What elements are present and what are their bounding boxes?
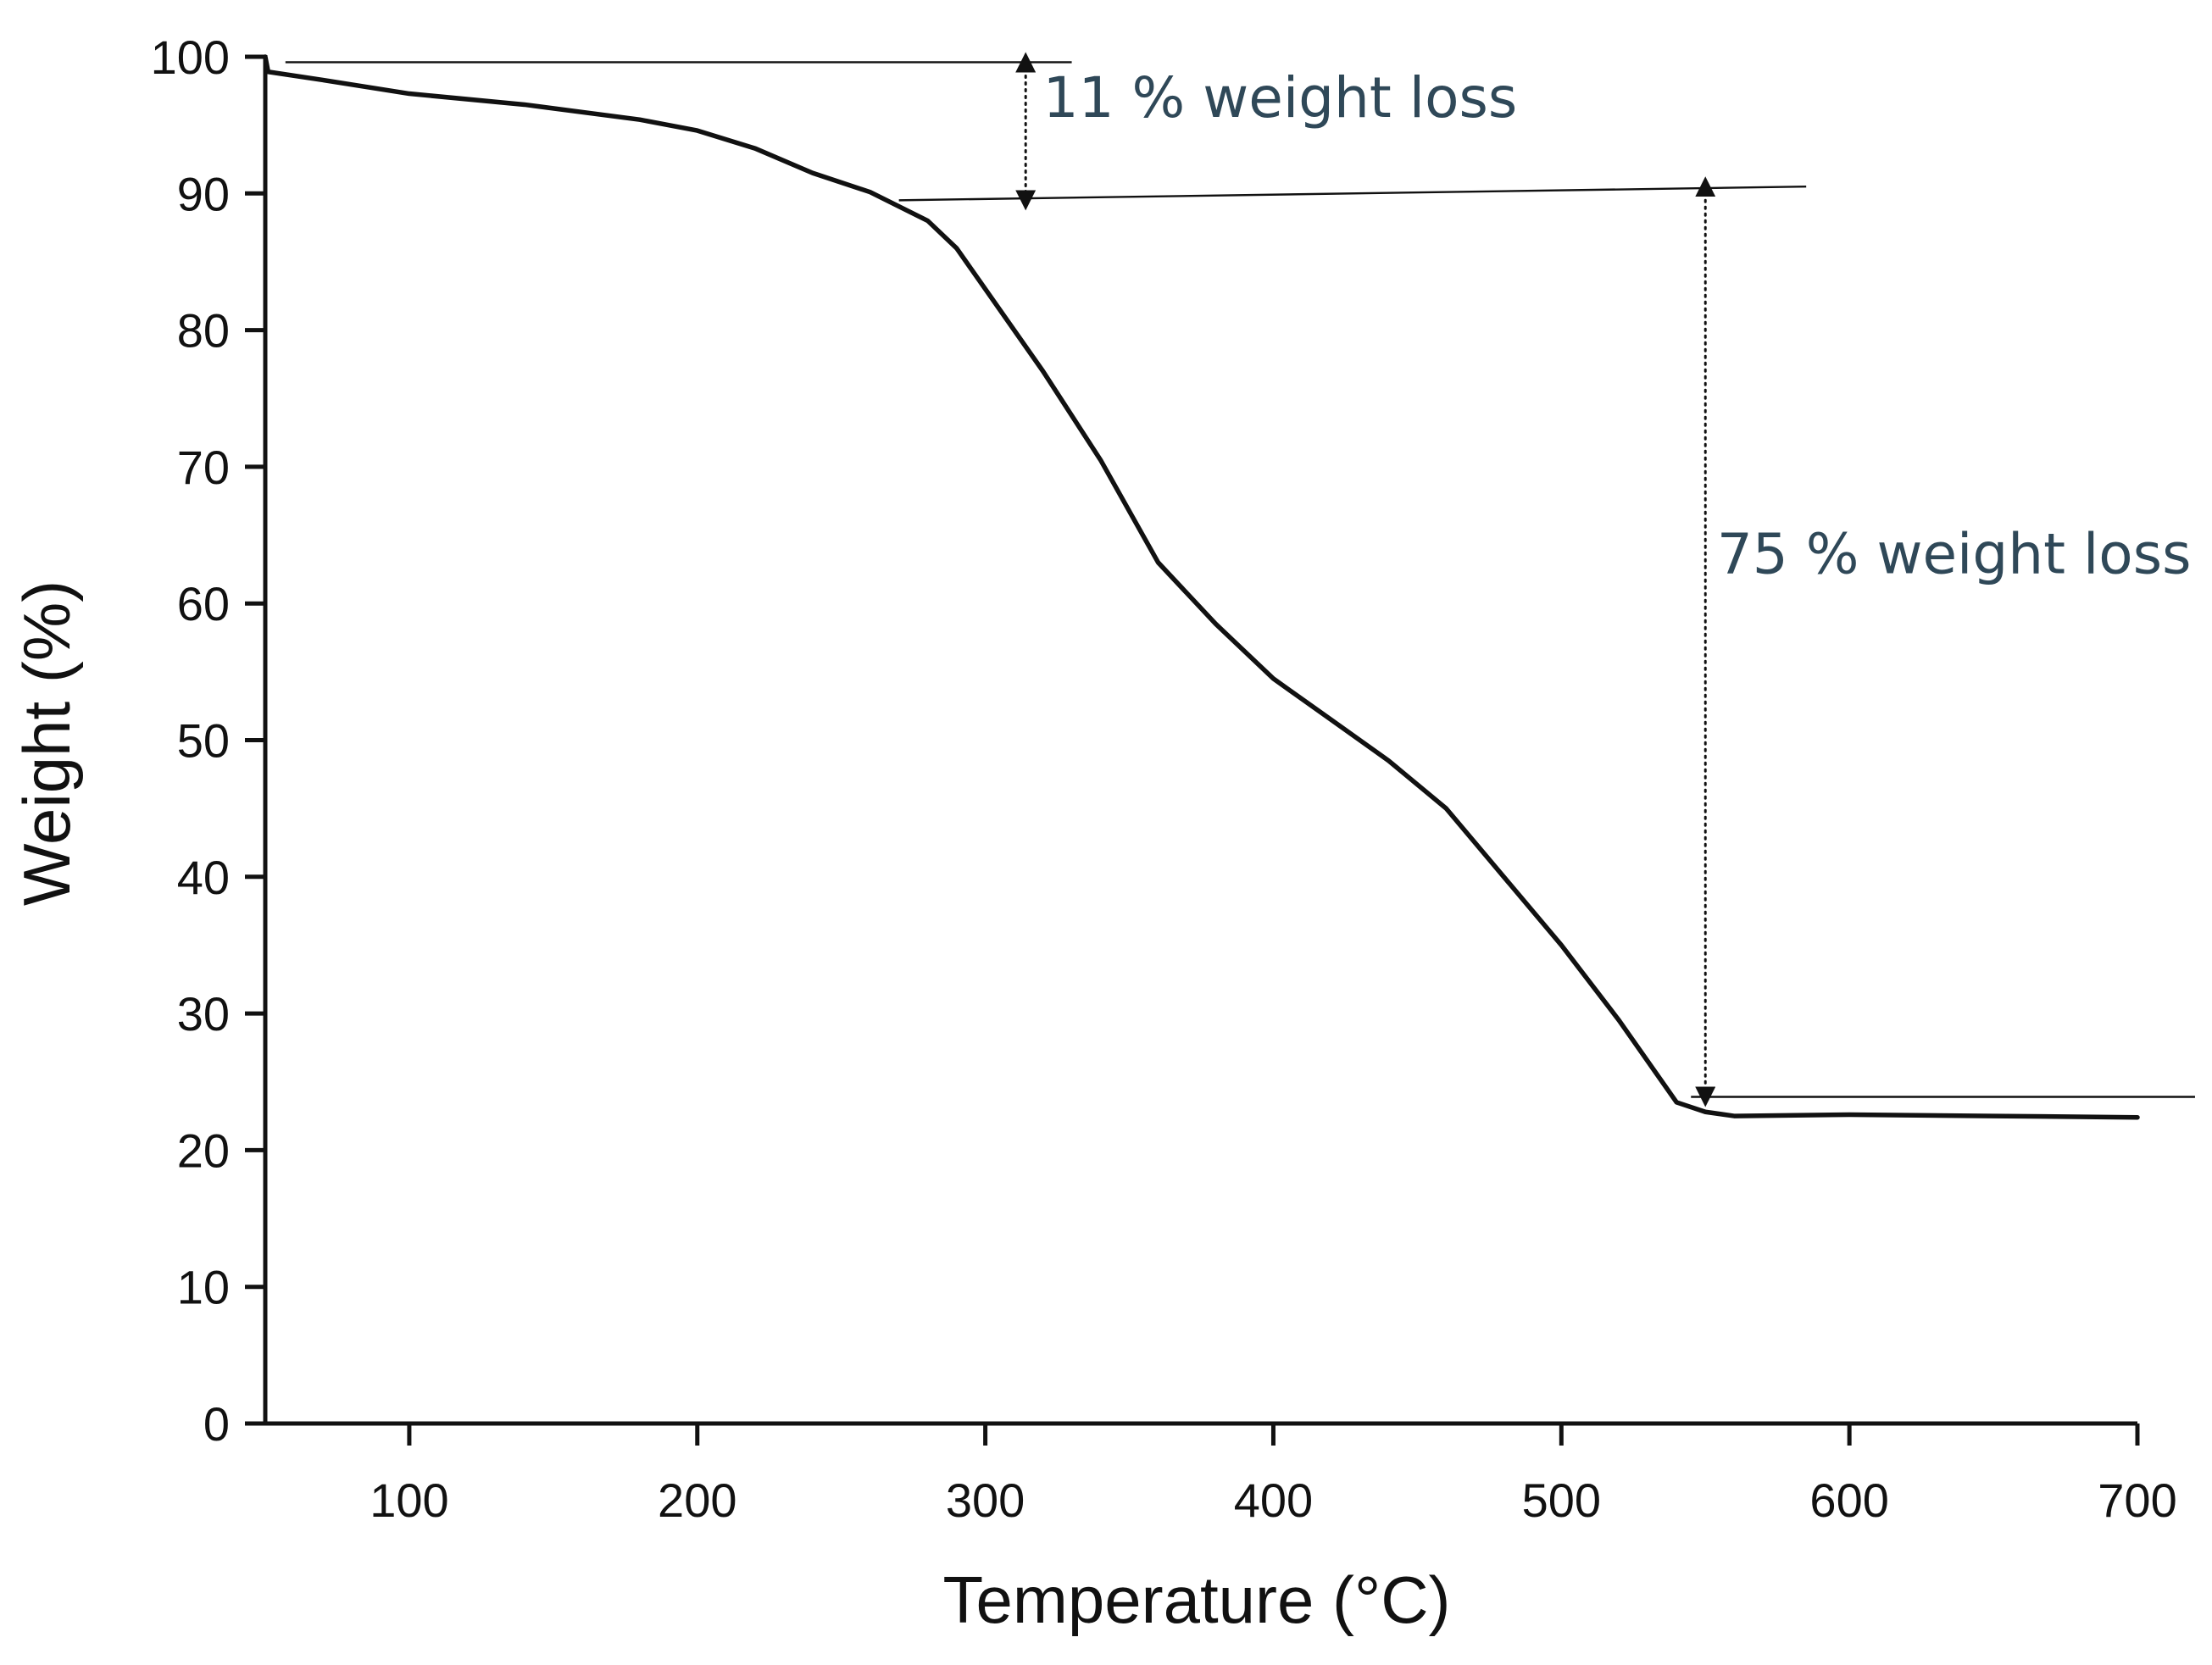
x-tick-label: 100 — [370, 1474, 448, 1527]
x-tick-label: 500 — [1522, 1474, 1601, 1527]
y-tick-label: 90 — [177, 167, 230, 220]
annotation-label-11: 11 % weight loss — [1043, 65, 1518, 130]
axes-layer — [263, 55, 2137, 1426]
x-tick-label: 200 — [658, 1474, 736, 1527]
y-tick-label: 70 — [177, 441, 230, 494]
x-tick-label: 400 — [1234, 1474, 1313, 1527]
x-tick-label: 300 — [946, 1474, 1025, 1527]
annotation-layer: 11 % weight loss 75 % weight loss — [1015, 52, 2192, 1107]
y-tick-label: 0 — [203, 1397, 230, 1451]
series-layer — [263, 54, 2140, 1120]
y-tick-label: 80 — [177, 304, 230, 358]
y-tick-label: 40 — [177, 851, 230, 904]
y-tick-label: 100 — [151, 31, 230, 84]
y-tick-label: 60 — [177, 577, 230, 630]
weight-series-line — [263, 54, 2140, 1120]
y-tick-label: 10 — [177, 1261, 230, 1314]
annotation-label-75: 75 % weight loss — [1717, 522, 2192, 587]
x-tick-label: 600 — [1809, 1474, 1888, 1527]
y-axis-label: Weight (%) — [9, 580, 84, 906]
reference-lines-layer — [285, 61, 2195, 1098]
y-tick-label: 50 — [177, 714, 230, 768]
x-axis-label: Temperature (°C) — [942, 1562, 1450, 1637]
ticks-layer: 0 10 20 30 40 50 60 70 80 90 100 100 200 300 400 500 600… — [151, 31, 2177, 1527]
y-tick-label: 30 — [177, 987, 230, 1041]
y-tick-label: 20 — [177, 1124, 230, 1177]
x-tick-label: 700 — [2098, 1474, 2176, 1527]
middle-baseline — [898, 186, 1807, 202]
